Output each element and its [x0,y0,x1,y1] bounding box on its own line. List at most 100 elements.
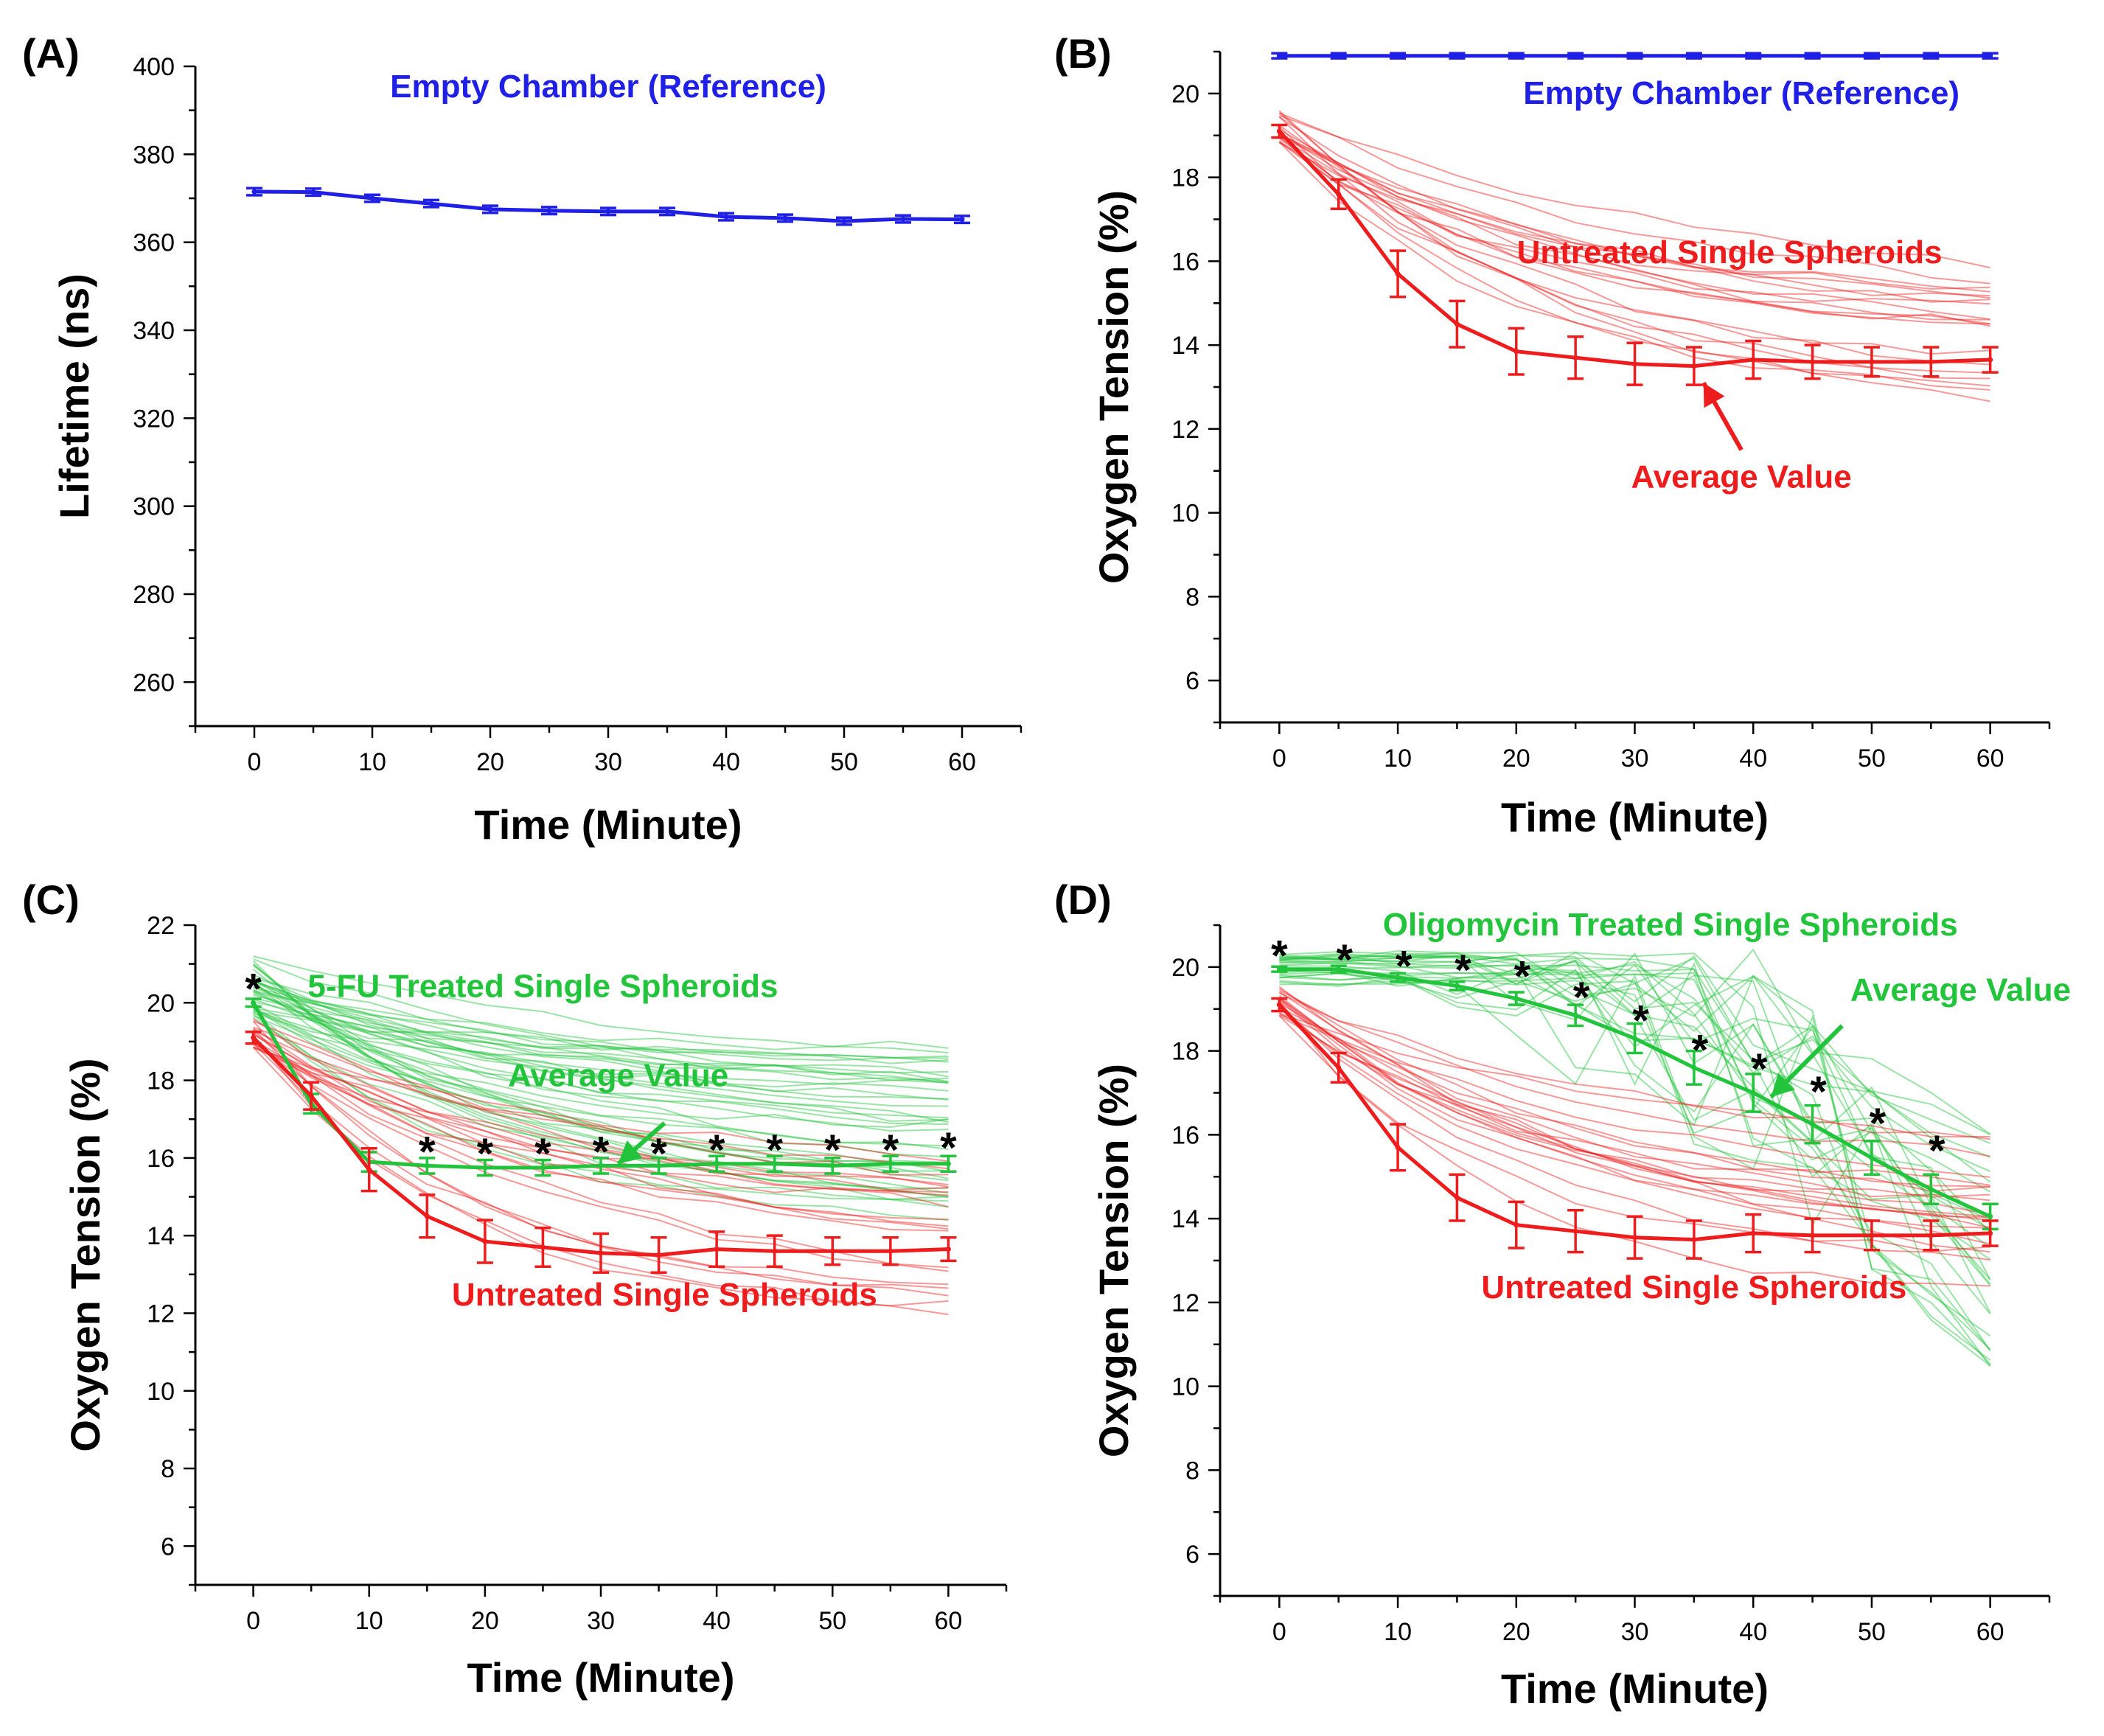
data-point [1691,1064,1697,1070]
data-point [1395,271,1401,276]
data-point [1869,1155,1875,1161]
x-tick-label: 40 [1739,1618,1767,1646]
individual-trace-line [253,977,949,1078]
x-tick-label: 50 [1858,745,1886,773]
individual-trace-line [1278,986,1990,1216]
individual-trace-line [253,989,949,1059]
y-tick-label: 280 [133,581,175,609]
significance-star: * [1632,997,1649,1045]
data-point [1572,1228,1578,1234]
individual-trace-line [253,958,949,1084]
data-point [664,209,670,215]
panel-a: (A) 0 10 20 30 40 50 60 260 280 300 320 340 360 380 400… [22,30,1023,848]
y-tick-label: 6 [1185,1541,1199,1569]
individual-trace-line [1278,137,1990,325]
significance-star: * [534,1130,551,1178]
individual-trace-line [253,998,949,1132]
annotation-label: Untreated Single Spheroids [1517,234,1943,271]
data-point [1691,53,1697,59]
y-tick-label: 14 [1171,1205,1199,1233]
individual-trace-line [1278,142,1990,290]
annotation-label: Oligomycin Treated Single Spheroids [1383,907,1958,943]
data-point [841,218,847,224]
significance-star: * [1810,1068,1827,1116]
y-tick-label: 8 [161,1455,175,1483]
individual-trace-line [1278,133,1990,293]
data-point [1928,53,1934,59]
individual-trace-line [252,969,949,1189]
data-point [1513,996,1519,1002]
individual-trace-line [253,1008,949,1147]
data-point [540,1165,546,1171]
data-point [900,216,906,222]
individual-trace-line [1279,114,1990,269]
y-tick-label: 12 [147,1300,175,1328]
individual-trace-line [253,982,949,1194]
data-point [308,1093,314,1099]
individual-trace-line [253,1008,949,1197]
individual-trace-line [253,989,949,1150]
data-point [1336,191,1342,197]
data-point [1810,53,1816,59]
x-tick-label: 50 [1858,1618,1886,1646]
data-point [1395,1144,1401,1150]
individual-trace-line [1279,955,1991,1136]
data-point [714,1161,720,1167]
individual-trace-line [253,1010,949,1119]
y-tick-label: 400 [133,53,175,81]
x-tick-label: 40 [712,748,740,776]
significance-star: * [1692,1026,1709,1074]
x-tick-label: 20 [1502,1618,1530,1646]
data-point [428,201,434,206]
annotation-label: Average Value [1850,972,2071,1008]
individual-trace-line [253,955,949,1049]
individual-trace-line [1278,1011,1990,1229]
individual-trace-line [1279,954,1991,1314]
individual-traces-group [1278,110,1990,402]
individual-trace-line [1279,952,1991,1367]
individual-trace-line [1278,999,1990,1198]
individual-trace-line [253,994,949,1100]
x-tick-label: 0 [1272,1618,1286,1646]
data-point [945,1161,951,1167]
data-point [482,1238,488,1244]
y-tick-label: 260 [133,669,175,697]
panel-b: (B) 0 10 20 30 40 50 60 6 8 10 12 14 16 18 20 Time (Minu… [1054,30,2051,840]
data-point [772,1161,778,1167]
y-tick-label: 340 [133,317,175,345]
data-point [1336,53,1342,59]
individual-trace-line [253,1046,949,1191]
significance-star: * [1870,1100,1887,1148]
x-tick-label: 40 [703,1607,731,1635]
data-point [1276,128,1282,134]
y-tick-label: 20 [1171,954,1199,982]
x-tick-label: 60 [1976,745,2004,773]
data-point [1336,966,1342,972]
y-tick-label: 12 [1171,1289,1199,1317]
y-tick-label: 16 [1171,248,1199,276]
y-tick-label: 20 [147,989,175,1017]
significance-star: * [882,1126,899,1174]
data-point [1691,1237,1697,1243]
individual-trace-line [253,983,949,1092]
individual-trace-line [1278,140,1990,305]
annotation-label: Empty Chamber (Reference) [1523,75,1960,111]
y-tick-label: 6 [1185,667,1199,695]
data-point [310,189,316,195]
y-tick-label: 18 [1171,164,1199,192]
data-point [782,215,788,221]
y-tick-label: 380 [133,141,175,169]
series-group [245,1031,957,1274]
individual-trace-line [253,1002,949,1129]
individual-trace-line [1279,948,1991,1135]
individual-trace-line [253,997,949,1083]
x-tick-label: 30 [1621,745,1649,773]
data-point [1454,53,1460,59]
individual-trace-line [1279,969,1991,1351]
annotation-arrowhead [618,1140,643,1164]
y-tick-label: 8 [1185,1457,1199,1485]
data-point [1572,53,1578,59]
y-axis-title: Lifetime (ns) [51,273,97,519]
individual-trace-line [253,978,949,1126]
